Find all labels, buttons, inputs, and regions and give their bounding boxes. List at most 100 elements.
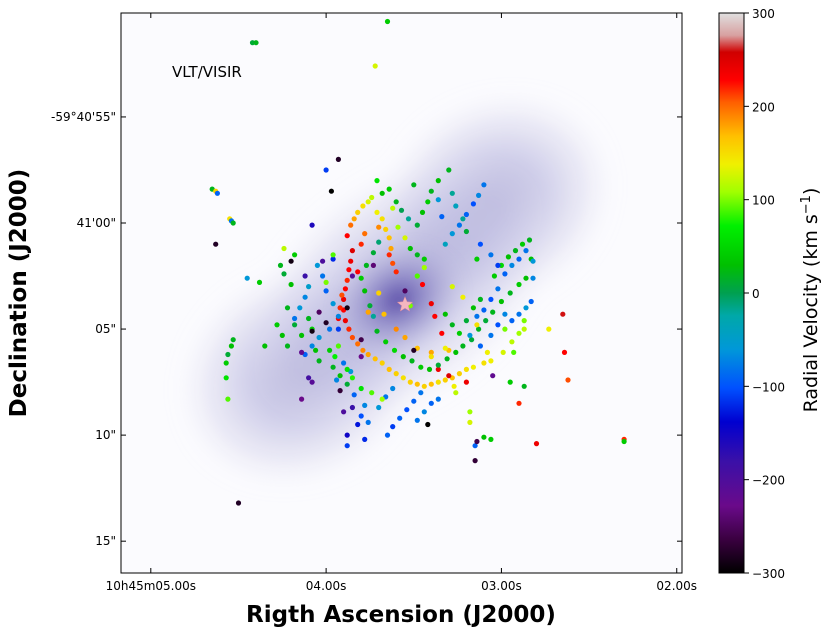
velocity-point (474, 438, 480, 445)
velocity-point (335, 326, 341, 332)
velocity-point (330, 252, 336, 258)
velocity-point (369, 194, 375, 201)
velocity-point (463, 366, 469, 372)
velocity-point (349, 404, 355, 411)
velocity-point (365, 351, 371, 358)
velocity-point (414, 417, 420, 423)
velocity-point (332, 354, 338, 360)
velocity-point (481, 360, 487, 366)
velocity-point (230, 220, 236, 226)
velocity-point (330, 301, 336, 307)
velocity-point (460, 343, 466, 349)
colorbar-title-close: ) (800, 188, 822, 195)
velocity-point (379, 190, 385, 196)
velocity-point (402, 235, 408, 241)
velocity-point (498, 298, 504, 305)
velocity-point (362, 402, 368, 408)
velocity-point (341, 360, 347, 366)
velocity-point (488, 252, 494, 258)
velocity-point (376, 290, 382, 296)
x-tick-label: 02.00s (656, 579, 697, 593)
velocity-point (379, 216, 385, 222)
velocity-point (284, 305, 291, 311)
velocity-point (337, 388, 343, 394)
velocity-point (316, 309, 322, 315)
velocity-point (425, 199, 431, 205)
y-tick-label: 15" (95, 534, 116, 548)
velocity-point (223, 375, 229, 381)
colorbar-tick-label: 200 (752, 100, 775, 114)
velocity-point (561, 349, 568, 355)
velocity-point (372, 356, 378, 362)
velocity-point (334, 377, 340, 383)
velocity-point (456, 222, 462, 228)
velocity-point (449, 322, 455, 328)
velocity-point (344, 443, 350, 449)
velocity-point (470, 364, 476, 370)
velocity-point (299, 396, 305, 402)
velocity-point (505, 254, 511, 260)
velocity-point (476, 326, 482, 332)
velocity-point (546, 326, 552, 332)
velocity-point (349, 273, 355, 279)
velocity-point (348, 222, 354, 228)
velocity-point (299, 349, 305, 355)
x-tick-label: 04.00s (306, 579, 347, 593)
velocity-point (262, 343, 268, 349)
velocity-point (349, 375, 355, 381)
velocity-point (472, 443, 478, 449)
velocity-point (370, 262, 376, 268)
velocity-point (453, 390, 459, 396)
velocity-point (509, 339, 515, 345)
velocity-point (292, 315, 298, 322)
velocity-point (421, 256, 427, 262)
velocity-point (337, 373, 343, 379)
velocity-point (225, 396, 231, 402)
velocity-point (502, 271, 508, 277)
velocity-point (521, 383, 527, 389)
velocity-point (365, 309, 371, 315)
velocity-point (328, 188, 334, 194)
velocity-point (411, 347, 417, 353)
colorbar-tick-label: 300 (752, 7, 775, 21)
velocity-point (370, 250, 376, 256)
velocity-point (418, 390, 424, 396)
central-star-marker (396, 296, 414, 312)
velocity-point (442, 345, 448, 351)
velocity-point (381, 311, 387, 317)
velocity-point (490, 373, 496, 379)
velocity-point (253, 40, 259, 46)
velocity-point (306, 375, 312, 381)
velocity-point (281, 271, 287, 277)
velocity-point (418, 364, 424, 370)
velocity-point (365, 419, 371, 425)
velocity-point (530, 275, 536, 281)
velocity-point (277, 262, 284, 268)
velocity-point (302, 294, 308, 300)
velocity-point (309, 328, 315, 334)
velocity-point (244, 275, 250, 281)
velocity-point (411, 182, 417, 188)
velocity-point (228, 343, 234, 349)
velocity-point (414, 273, 420, 279)
velocity-point (214, 190, 220, 196)
velocity-point (358, 337, 364, 343)
velocity-point (376, 239, 382, 245)
velocity-point (386, 252, 392, 258)
velocity-point (463, 228, 469, 235)
y-tick-label: 41'00" (77, 216, 116, 230)
velocity-point (330, 364, 336, 370)
velocity-point (460, 294, 466, 300)
velocity-point (435, 362, 441, 368)
velocity-point (456, 330, 462, 336)
velocity-point (363, 262, 369, 268)
velocity-point (358, 413, 364, 419)
velocity-point (379, 360, 385, 366)
velocity-point (428, 381, 434, 387)
velocity-point (476, 192, 482, 198)
velocity-point (523, 305, 529, 311)
velocity-point (523, 275, 529, 281)
velocity-point (402, 288, 408, 294)
colorbar-ticks: 300 200 100 0 −100 −200 −300 (744, 7, 785, 581)
velocity-point (292, 322, 298, 328)
